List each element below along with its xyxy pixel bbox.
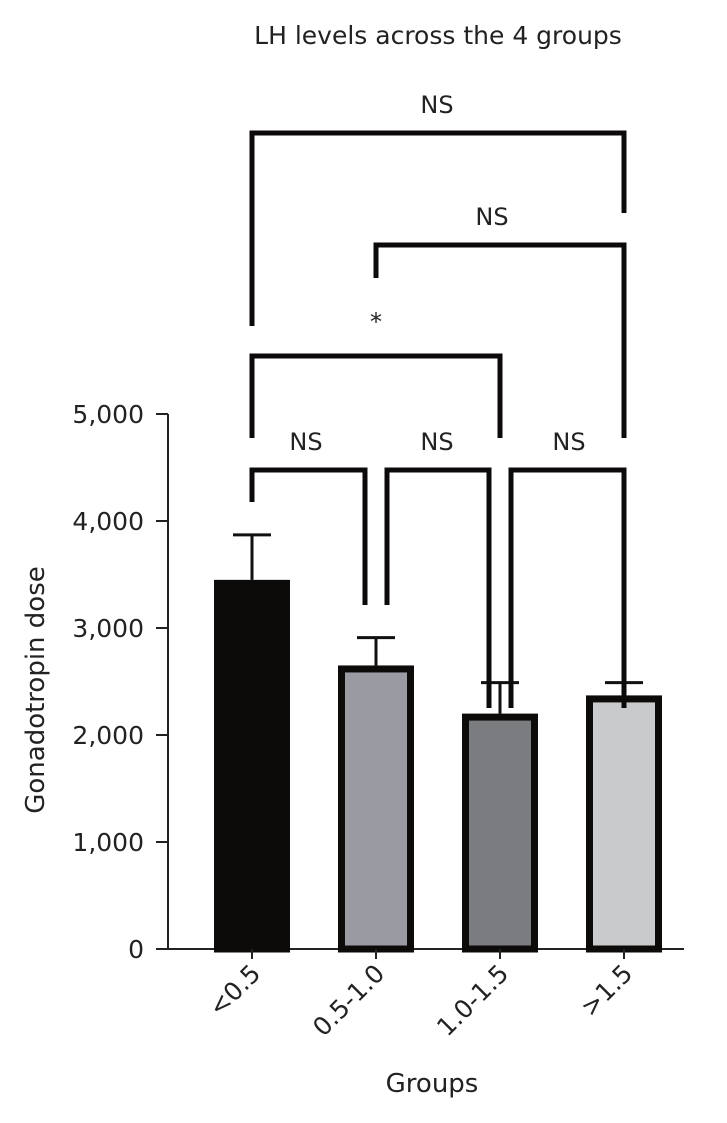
significance-bracket	[249, 353, 503, 438]
significance-label: *	[370, 308, 382, 336]
significance-label: NS	[475, 203, 508, 231]
significance-bracket	[249, 130, 627, 326]
bar	[338, 665, 414, 953]
y-tick-label: 1,000	[72, 828, 144, 857]
significance-label: NS	[420, 91, 453, 119]
significance-label: NS	[420, 428, 453, 456]
x-tick-label: 1.0-1.5	[431, 959, 514, 1042]
significance-label: NS	[552, 428, 585, 456]
x-tick-label: <0.5	[203, 959, 266, 1022]
y-axis-label: Gonadotropin dose	[21, 566, 51, 814]
y-tick-label: 3,000	[72, 614, 144, 643]
y-tick-label: 0	[128, 935, 144, 964]
significance-bracket	[249, 467, 368, 605]
x-axis-label: Groups	[386, 1069, 479, 1099]
chart-title: LH levels across the 4 groups	[254, 21, 622, 50]
y-tick-label: 4,000	[72, 507, 144, 536]
bar	[462, 713, 538, 953]
y-tick-label: 5,000	[72, 400, 144, 429]
y-tick-label: 2,000	[72, 721, 144, 750]
significance-bracket	[384, 467, 492, 708]
chart-marks: 0 1,000 2,000 3,000 4,000 5,000 <0.5 0.5-1.0 1.0…	[72, 91, 684, 1042]
significance-bracket	[508, 467, 627, 708]
significance-label: NS	[289, 428, 322, 456]
significance-bracket	[373, 242, 627, 438]
bar	[214, 579, 290, 953]
bar	[586, 695, 662, 953]
x-tick-label: 0.5-1.0	[307, 959, 390, 1042]
x-tick-label: >1.5	[575, 959, 638, 1022]
